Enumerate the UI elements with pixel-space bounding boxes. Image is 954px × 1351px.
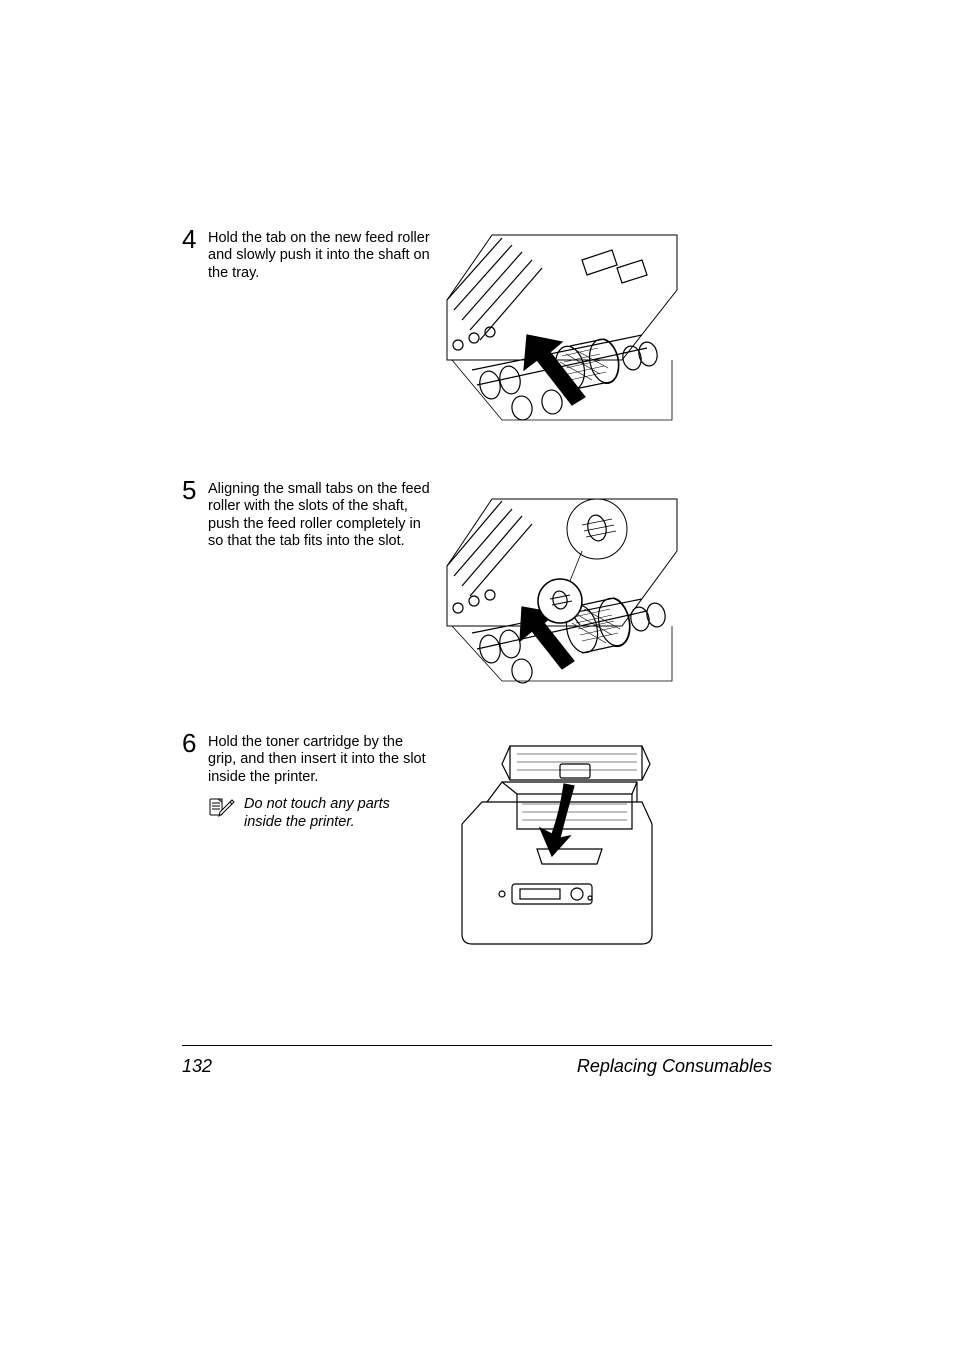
step-row: 6 Hold the toner cartridge by the grip, … xyxy=(182,734,772,959)
step-text-column: Aligning the small tabs on the feed roll… xyxy=(202,481,430,551)
step-text-column: Hold the tab on the new feed roller and … xyxy=(202,230,430,282)
step-number: 5 xyxy=(182,477,202,503)
feed-roller-align-illustration xyxy=(442,481,680,701)
footer-rule xyxy=(182,1045,772,1046)
step-illustration xyxy=(442,734,680,959)
step-row: 5 Aligning the small tabs on the feed ro… xyxy=(182,481,772,706)
page-number: 132 xyxy=(182,1056,212,1077)
step-number: 6 xyxy=(182,730,202,756)
step-5: 5 Aligning the small tabs on the feed ro… xyxy=(182,481,772,706)
step-text: Aligning the small tabs on the feed roll… xyxy=(208,481,430,551)
page-content: 4 Hold the tab on the new feed roller an… xyxy=(182,230,772,1110)
step-row: 4 Hold the tab on the new feed roller an… xyxy=(182,230,772,453)
note-text: Do not touch any parts inside the printe… xyxy=(238,796,430,831)
note-block: Do not touch any parts inside the printe… xyxy=(208,796,430,831)
step-number: 4 xyxy=(182,226,202,252)
step-text-column: Hold the toner cartridge by the grip, an… xyxy=(202,734,430,831)
step-text: Hold the tab on the new feed roller and … xyxy=(208,230,430,282)
footer-line: 132 Replacing Consumables xyxy=(182,1056,772,1077)
step-illustration xyxy=(442,230,680,453)
feed-roller-insert-illustration xyxy=(442,230,680,448)
step-6: 6 Hold the toner cartridge by the grip, … xyxy=(182,734,772,959)
page-footer: 132 Replacing Consumables xyxy=(182,1045,772,1077)
step-illustration xyxy=(442,481,680,706)
note-icon xyxy=(208,796,238,823)
step-4: 4 Hold the tab on the new feed roller an… xyxy=(182,230,772,453)
toner-insert-illustration xyxy=(442,734,680,954)
section-title: Replacing Consumables xyxy=(577,1056,772,1077)
step-text: Hold the toner cartridge by the grip, an… xyxy=(208,734,430,786)
